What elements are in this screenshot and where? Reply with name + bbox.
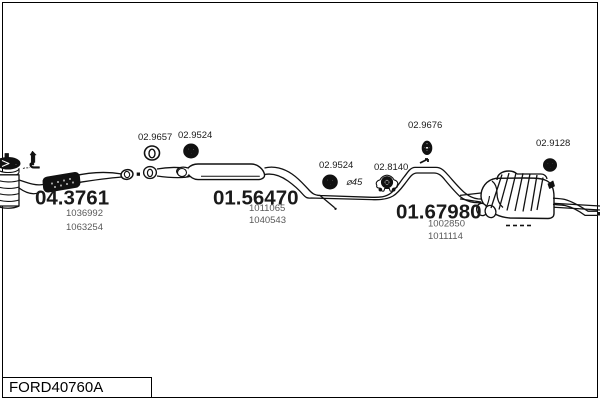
svg-text:1063254: 1063254 <box>66 222 103 233</box>
svg-text:1036992: 1036992 <box>66 208 103 219</box>
svg-text:02.8140: 02.8140 <box>374 162 408 173</box>
svg-text:1040543: 1040543 <box>249 215 286 226</box>
svg-text:02.9657: 02.9657 <box>138 132 172 143</box>
svg-text:⌀45: ⌀45 <box>346 177 363 188</box>
svg-text:02.9128: 02.9128 <box>536 138 570 149</box>
svg-text:02.9524: 02.9524 <box>178 130 212 141</box>
svg-text:1011065: 1011065 <box>249 203 285 214</box>
svg-text:1011114: 1011114 <box>428 231 463 242</box>
svg-text:02.9524: 02.9524 <box>319 160 353 171</box>
svg-text:04.3761: 04.3761 <box>35 187 109 210</box>
svg-text:1002850: 1002850 <box>428 219 465 230</box>
svg-text:02.9676: 02.9676 <box>408 120 442 131</box>
